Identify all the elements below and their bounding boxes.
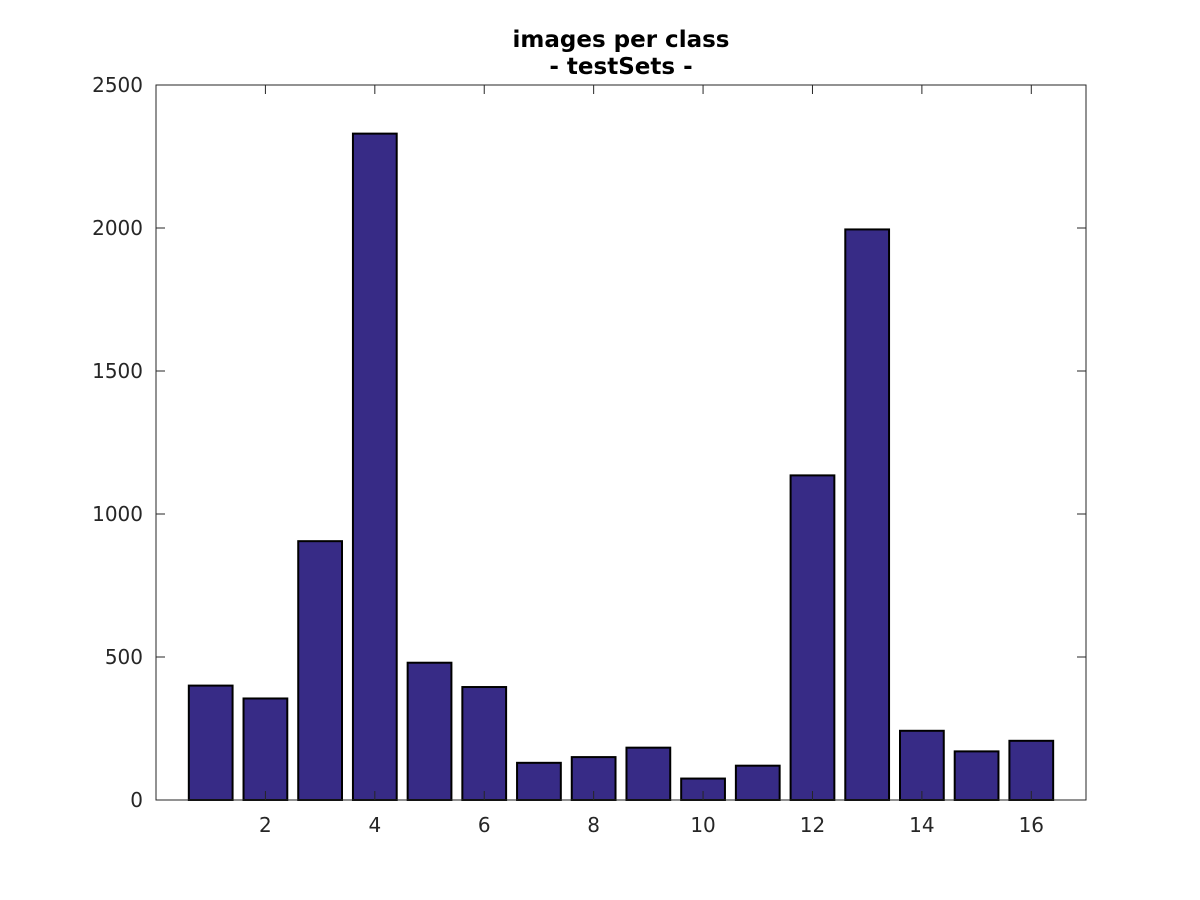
bar-class-9 [625,746,672,801]
bar-class-6 [461,686,508,802]
bar-class-14 [899,729,945,801]
y-tick-label-2000: 2000 [92,216,143,240]
bar-class-5 [406,661,453,801]
y-tick-label-500: 500 [105,645,143,669]
bars-group [187,132,1055,802]
ticks-group: 2 4 6 8 10 12 14 16 0 500 1000 1500 2000 2500 [92,73,1086,837]
chart-title: images per class [513,27,730,53]
bar-class-13 [844,228,891,801]
y-tick-label-1500: 1500 [92,359,143,383]
x-tick-label-2: 2 [259,813,272,837]
bar-class-15 [953,750,1000,802]
bar-class-3 [297,540,343,801]
bar-class-12 [789,474,836,801]
x-tick-label-6: 6 [478,813,491,837]
x-tick-label-8: 8 [587,813,600,837]
x-tick-label-16: 16 [1019,813,1044,837]
bar-class-11 [734,764,781,801]
bar-class-4 [351,132,398,801]
plot-area [155,84,1087,801]
bar-class-1 [187,684,234,801]
plot-frame [155,84,1087,801]
chart-subtitle: - testSets - [549,54,692,80]
x-tick-label-12: 12 [800,813,825,837]
y-tick-label-1000: 1000 [92,502,143,526]
bar-class-7 [516,761,562,802]
x-tick-label-4: 4 [368,813,381,837]
x-tick-label-10: 10 [690,813,715,837]
bar-class-16 [1008,739,1055,801]
y-tick-label-2500: 2500 [92,73,143,97]
x-tick-label-14: 14 [909,813,934,837]
y-tick-label-0: 0 [130,788,143,812]
bar-class-2 [242,697,289,801]
